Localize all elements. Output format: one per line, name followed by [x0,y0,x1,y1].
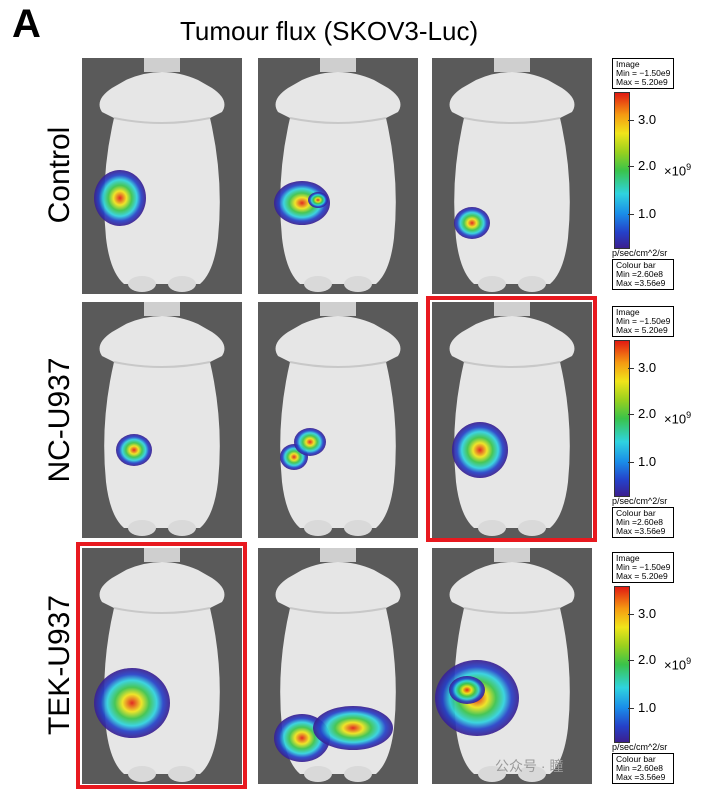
tick-label: 1.0 [627,206,657,221]
colour-min: Min =2.60e8 [616,517,664,527]
exponent-label: ×109 [664,656,692,673]
image-max: Max = 5.20e9 [616,77,668,87]
colour-gradient-bar [614,340,630,497]
colour-min: Min =2.60e8 [616,763,664,773]
tick-label: 3.0 [627,360,657,375]
tick-label: 2.0 [627,406,657,421]
image-min: Min = −1.50e9 [616,562,671,572]
tick-label: 2.0 [627,158,657,173]
mouse-image-r1-c1 [82,58,242,294]
image-min: Min = −1.50e9 [616,316,671,326]
colour-min: Min =2.60e8 [616,269,664,279]
image-max: Max = 5.20e9 [616,571,668,581]
tick-label: 3.0 [627,606,657,621]
panel-letter: A [12,2,41,46]
image-label: Image [616,553,640,563]
image-range-box: Image Min = −1.50e9 Max = 5.20e9 [612,306,674,337]
image-label: Image [616,59,640,69]
watermark-text: 公众号 · 瞳 [495,758,564,774]
colour-gradient-bar [614,586,630,743]
row-label-tek-u937: TEK-U937 [43,594,76,736]
colour-max: Max =3.56e9 [616,772,666,782]
mouse-image-r3-c1 [82,548,242,784]
colour-bar-label: Colour bar [616,754,656,764]
mouse-image-r2-c2 [258,302,418,538]
highlight-box-tek-u937 [76,542,247,789]
colour-bar-label: Colour bar [616,508,656,518]
mouse-image-r3-c3 [432,548,592,784]
highlight-box-nc-u937 [426,296,597,542]
unit-label: p/sec/cm^2/sr [612,248,668,258]
image-range-box: Image Min = −1.50e9 Max = 5.20e9 [612,58,674,89]
tick-label: 1.0 [627,454,657,469]
row-label-control: Control [43,126,76,224]
image-max: Max = 5.20e9 [616,325,668,335]
mouse-image-r2-c3 [432,302,592,538]
colour-bar-box: Colour bar Min =2.60e8 Max =3.56e9 [612,753,674,784]
unit-label: p/sec/cm^2/sr [612,496,668,506]
tick-label: 2.0 [627,652,657,667]
colour-max: Max =3.56e9 [616,278,666,288]
figure-title: Tumour flux (SKOV3-Luc) [180,16,479,46]
mouse-image-r3-c2 [258,548,418,784]
unit-label: p/sec/cm^2/sr [612,742,668,752]
tick-label: 1.0 [627,700,657,715]
image-label: Image [616,307,640,317]
mouse-image-r2-c1 [82,302,242,538]
exponent-label: ×109 [664,162,692,179]
image-min: Min = −1.50e9 [616,68,671,78]
colour-bar-box: Colour bar Min =2.60e8 Max =3.56e9 [612,507,674,538]
colour-max: Max =3.56e9 [616,526,666,536]
tick-label: 3.0 [627,112,657,127]
mouse-image-r1-c3 [432,58,592,294]
mouse-image-r1-c2 [258,58,418,294]
colour-bar-box: Colour bar Min =2.60e8 Max =3.56e9 [612,259,674,290]
exponent-label: ×109 [664,410,692,427]
image-range-box: Image Min = −1.50e9 Max = 5.20e9 [612,552,674,583]
row-label-nc-u937: NC-U937 [43,357,76,483]
colour-bar-label: Colour bar [616,260,656,270]
colour-gradient-bar [614,92,630,249]
